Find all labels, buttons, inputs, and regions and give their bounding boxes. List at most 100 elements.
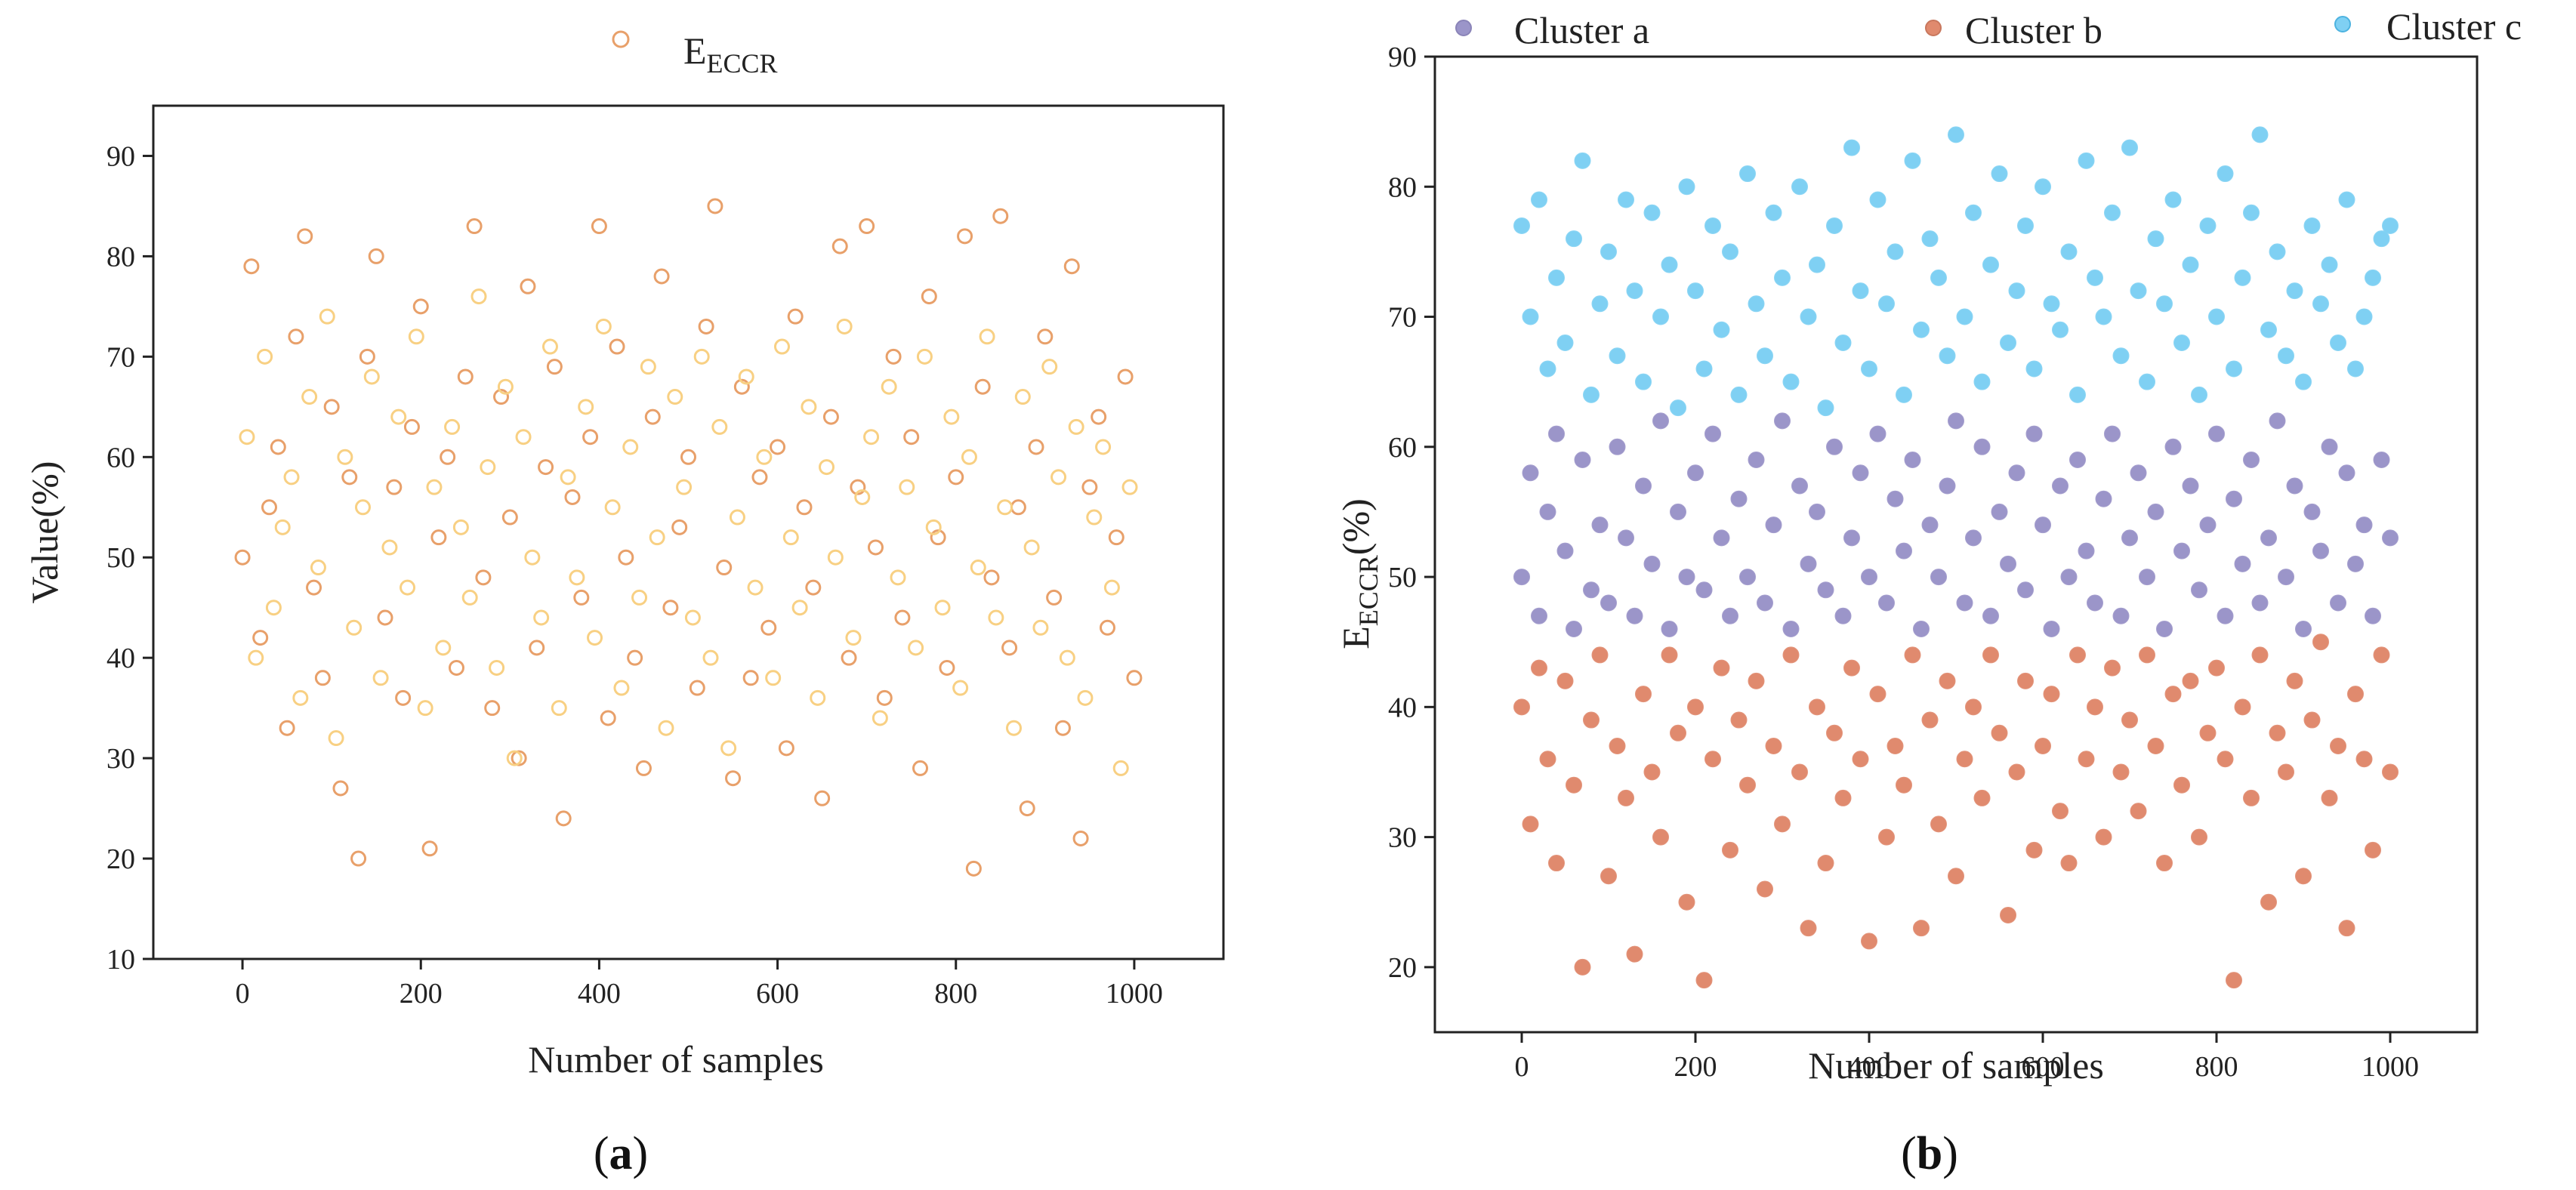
chart-a-point-s0-84 — [983, 569, 1000, 586]
chart-b-ytick-label-3: 50 — [1388, 562, 1417, 593]
chart-a-ytick-label-2: 30 — [106, 743, 135, 775]
chart-a-point-s1-37 — [569, 569, 585, 586]
chart-b-point-s2-84 — [2243, 204, 2260, 221]
chart-b-point-s1-75 — [2164, 686, 2182, 703]
chart-b-point-s1-77 — [2182, 672, 2199, 689]
chart-b-ytick-label-2: 40 — [1388, 692, 1417, 723]
chart-b-point-s0-53 — [1973, 438, 1991, 455]
chart-a-point-s1-57 — [747, 579, 764, 596]
chart-a-point-s0-94 — [1072, 830, 1089, 846]
chart-b-point-s1-59 — [2025, 841, 2043, 859]
chart-a-point-s1-13 — [354, 499, 371, 516]
chart-b-point-s2-37 — [1834, 334, 1852, 351]
chart-a-point-s1-28 — [489, 659, 505, 676]
chart-b-point-s0-50 — [1948, 412, 1964, 430]
chart-a-point-s0-70 — [859, 218, 875, 235]
chart-b-point-s0-28 — [1757, 594, 1773, 612]
chart-b-point-s1-68 — [2104, 659, 2121, 677]
chart-a-point-s1-6 — [292, 689, 309, 706]
chart-a-point-s1-90 — [1041, 359, 1058, 375]
chart-b-point-s1-43 — [1886, 738, 1904, 755]
chart-b-point-s1-5 — [1556, 672, 1574, 689]
chart-b-point-s1-87 — [2269, 724, 2286, 741]
chart-a-point-s0-81 — [957, 228, 973, 245]
chart-a-point-s0-66 — [822, 408, 839, 425]
chart-b-ytick-label-4: 60 — [1388, 432, 1417, 464]
chart-b-legend-label-b: Cluster b — [1965, 9, 2102, 51]
chart-b-point-s0-32 — [1791, 477, 1808, 495]
chart-b-point-s1-17 — [1661, 646, 1678, 664]
chart-b-point-s0-58 — [2017, 581, 2034, 599]
chart-b-point-s2-97 — [2355, 308, 2373, 325]
chart-b-point-s2-83 — [2234, 269, 2251, 286]
chart-b-ytick-label-1: 30 — [1388, 822, 1417, 854]
chart-b-point-s1-36 — [1826, 724, 1843, 741]
chart-b-point-s1-28 — [1757, 880, 1773, 898]
chart-a-point-s0-76 — [912, 760, 929, 776]
chart-b-xticks: 0 200 400 600 800 1000 — [1515, 1032, 2419, 1083]
chart-b-point-s0-72 — [2139, 569, 2155, 586]
chart-a-point-s1-69 — [854, 489, 871, 505]
chart-b-point-s2-75 — [2164, 191, 2182, 208]
chart-b-point-s1-73 — [2147, 738, 2164, 755]
chart-b-point-s0-8 — [1583, 581, 1600, 599]
chart-a-point-s0-68 — [841, 649, 857, 666]
chart-a-point-s0-78 — [930, 529, 946, 546]
chart-a: 0 200 400 600 800 1000 10 20 30 40 50 60 70 80 90 EEC… — [23, 29, 1225, 1179]
chart-b-point-s1-53 — [1973, 789, 1991, 806]
chart-a-point-s0-37 — [564, 489, 581, 505]
chart-b-point-s2-80 — [2208, 308, 2225, 325]
chart-a-legend-base: E — [683, 29, 707, 72]
chart-b-point-s1-15 — [1643, 763, 1661, 781]
chart-a-point-s1-46 — [649, 529, 665, 546]
chart-a-point-s1-39 — [587, 630, 603, 646]
chart-b-point-s0-48 — [1930, 569, 1947, 586]
chart-b-point-s1-88 — [2278, 763, 2294, 781]
chart-b-point-s0-81 — [2217, 607, 2234, 624]
chart-a-point-s1-10 — [328, 730, 344, 747]
chart-b-point-s0-31 — [1782, 620, 1800, 637]
chart-a-point-s0-50 — [680, 449, 696, 465]
chart-b-xtick-label-5: 1000 — [2362, 1051, 2419, 1083]
chart-b-point-s2-100 — [2382, 217, 2399, 234]
chart-b-point-s0-90 — [2295, 620, 2312, 637]
chart-b-point-s2-26 — [1739, 165, 1756, 183]
chart-b-point-s1-26 — [1739, 776, 1756, 794]
chart-a-point-s1-54 — [720, 740, 737, 757]
chart-a-point-s1-34 — [541, 338, 558, 355]
chart-a-point-s0-32 — [520, 278, 536, 294]
chart-b-point-s0-62 — [2052, 477, 2069, 495]
chart-b-point-s1-83 — [2234, 698, 2251, 716]
chart-b-point-s0-94 — [2330, 594, 2346, 612]
chart-b-point-s0-22 — [1704, 425, 1721, 442]
chart-b-point-s0-24 — [1722, 607, 1738, 624]
chart-a-point-s0-61 — [778, 740, 794, 757]
chart-b-point-s0-15 — [1643, 555, 1661, 572]
chart-a-point-s0-99 — [1117, 368, 1134, 385]
chart-a-point-s1-49 — [676, 479, 693, 495]
chart-b-point-s2-73 — [2147, 230, 2164, 248]
chart-b-point-s1-21 — [1695, 972, 1713, 989]
chart-a-point-s0-31 — [511, 750, 527, 766]
chart-a-point-s0-42 — [609, 338, 625, 355]
chart-a-point-s1-33 — [533, 609, 550, 626]
chart-a-point-s1-62 — [791, 600, 808, 616]
chart-b-legend: Cluster a Cluster b Cluster c — [1455, 5, 2522, 51]
chart-a-point-s0-28 — [484, 700, 501, 717]
chart-b-panel-letter: b — [1917, 1128, 1942, 1179]
chart-a-point-s0-13 — [350, 850, 367, 867]
chart-a-point-s1-31 — [515, 429, 532, 445]
chart-b-legend-label-a: Cluster a — [1514, 9, 1649, 51]
chart-b-point-s2-0 — [1513, 217, 1530, 234]
chart-b-point-s2-47 — [1921, 230, 1939, 248]
chart-a-legend-marker — [612, 30, 630, 48]
chart-a-point-s0-58 — [751, 469, 768, 486]
chart-a-ytick-label-3: 40 — [106, 643, 135, 674]
chart-b-point-s2-13 — [1626, 282, 1643, 300]
chart-a-legend-label: EECCR — [683, 29, 778, 79]
chart-b-point-s0-86 — [2260, 529, 2277, 547]
chart-a-point-s1-36 — [560, 469, 576, 486]
chart-b-point-s0-95 — [2338, 464, 2355, 482]
chart-a-point-s0-0 — [234, 549, 251, 566]
chart-b-point-s0-23 — [1713, 529, 1730, 547]
